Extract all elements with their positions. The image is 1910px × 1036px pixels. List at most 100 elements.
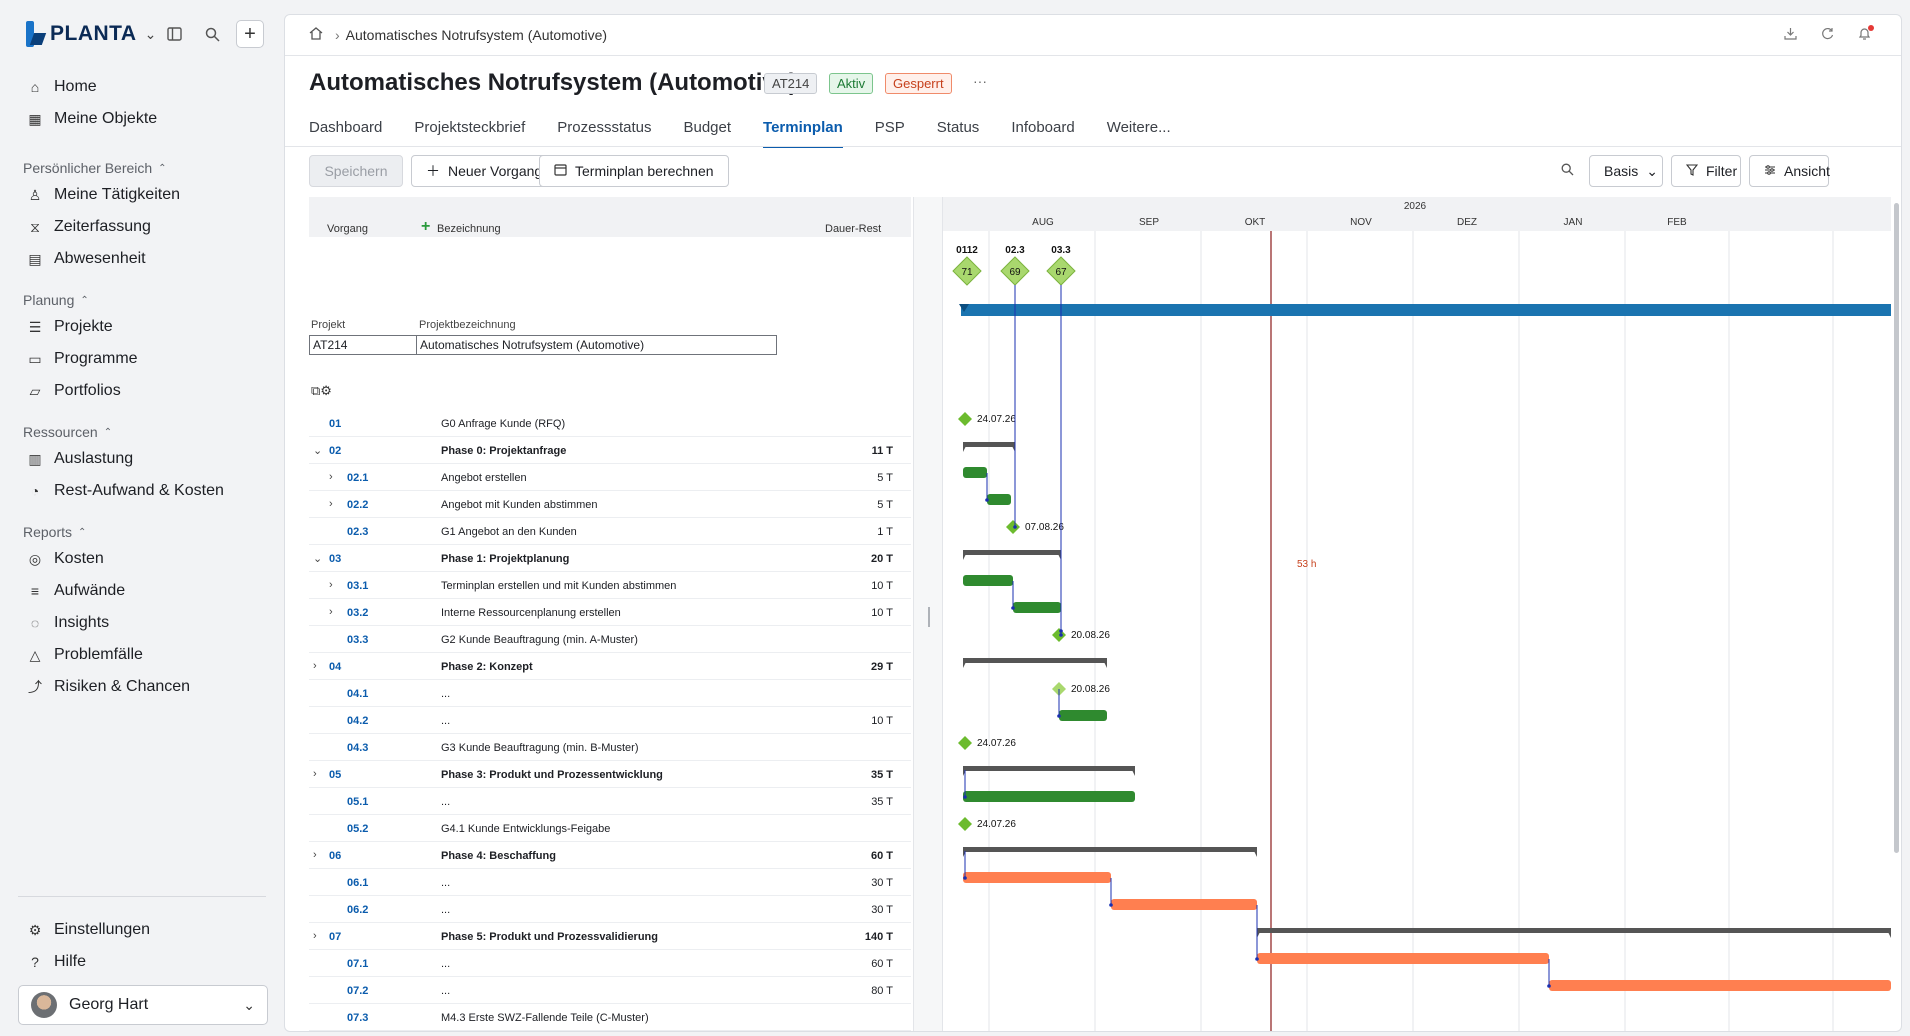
tab-budget[interactable]: Budget xyxy=(683,119,732,136)
chevron-right-icon[interactable]: › xyxy=(313,660,317,672)
save-button[interactable]: Speichern xyxy=(309,155,403,187)
task-code[interactable]: 07 xyxy=(329,931,342,943)
task-code[interactable]: 06.1 xyxy=(347,877,369,889)
table-row[interactable]: › 06 Phase 4: Beschaffung 60 T xyxy=(309,842,911,869)
sidebar-item-home[interactable]: ⌂ Home xyxy=(26,74,97,100)
task-name[interactable]: ... xyxy=(441,958,451,970)
gear-icon[interactable]: ⚙ xyxy=(320,383,332,398)
task-code[interactable]: 02.3 xyxy=(347,526,369,538)
project-row[interactable]: AT214 Automatisches Notrufsystem (Automo… xyxy=(309,335,777,355)
task-code[interactable]: 03 xyxy=(329,553,342,565)
table-row[interactable]: 01 G0 Anfrage Kunde (RFQ) xyxy=(309,410,911,437)
task-code[interactable]: 07.2 xyxy=(347,985,369,997)
sidebar-item-rest-aufwand-kosten[interactable]: ◔ Rest-Aufwand & Kosten xyxy=(26,478,224,504)
tab-projektsteckbrief[interactable]: Projektsteckbrief xyxy=(414,119,526,136)
task-code[interactable]: 04.3 xyxy=(347,742,369,754)
task-code[interactable]: 04.2 xyxy=(347,715,369,727)
sidebar-item-risiken-chancen[interactable]: ⤴ Risiken & Chancen xyxy=(26,674,190,700)
task-name[interactable]: ... xyxy=(441,985,451,997)
search-icon[interactable] xyxy=(1561,163,1574,179)
sidebar-item-insights[interactable]: ◌ Insights xyxy=(26,610,109,636)
tab-weitere-[interactable]: Weitere... xyxy=(1106,119,1171,136)
task-code[interactable]: 05.1 xyxy=(347,796,369,808)
sidebar-item-abwesenheit[interactable]: ▤ Abwesenheit xyxy=(26,246,145,272)
task-code[interactable]: 03.3 xyxy=(347,634,369,646)
tab-dashboard[interactable]: Dashboard xyxy=(309,119,383,136)
task-name[interactable]: ... xyxy=(441,715,451,727)
sidebar-item-projekte[interactable]: ☰ Projekte xyxy=(26,314,113,340)
sidebar-item-programme[interactable]: ▭ Programme xyxy=(26,346,137,372)
sidebar-item-meine-objekte[interactable]: ▦ Meine Objekte xyxy=(26,106,157,132)
task-name[interactable]: Terminplan erstellen und mit Kunden abst… xyxy=(441,580,677,592)
table-row[interactable]: 03.3 G2 Kunde Beauftragung (min. A-Muster… xyxy=(309,626,911,653)
tab-infoboard[interactable]: Infoboard xyxy=(1011,119,1075,136)
task-name[interactable]: Phase 2: Konzept xyxy=(441,661,533,673)
table-row[interactable]: 07.4G5 SWZ-Fallende Teile 100% validiert xyxy=(309,1031,911,1032)
task-name[interactable]: Angebot mit Kunden abstimmen xyxy=(441,499,598,511)
task-name[interactable]: ... xyxy=(441,796,451,808)
calculate-schedule-button[interactable]: Terminplan berechnen xyxy=(539,155,729,187)
task-code[interactable]: 02.2 xyxy=(347,499,369,511)
table-row[interactable]: 04.2... 10 T xyxy=(309,707,911,734)
sidebar-item-problemfälle[interactable]: △ Problemfälle xyxy=(26,642,143,668)
table-row[interactable]: › 02.1 Angebot erstellen 5 T xyxy=(309,464,911,491)
task-name[interactable]: ... xyxy=(441,877,451,889)
sidebar-item-zeiterfassung[interactable]: ⧖ Zeiterfassung xyxy=(26,214,151,240)
notification-bell-icon[interactable] xyxy=(1858,25,1874,44)
task-name[interactable]: G1 Angebot an den Kunden xyxy=(441,526,577,538)
new-task-button[interactable]: ＋ Neuer Vorgang xyxy=(411,155,558,187)
task-code[interactable]: 02.1 xyxy=(347,472,369,484)
task-name[interactable]: G3 Kunde Beauftragung (min. B-Muster) xyxy=(441,742,639,754)
sidebar-item-meine-tätigkeiten[interactable]: ♙ Meine Tätigkeiten xyxy=(26,182,180,208)
sidebar-section-header[interactable]: Ressourcen ⌃ xyxy=(23,424,112,440)
sidebar-item-hilfe[interactable]: ? Hilfe xyxy=(26,949,86,975)
table-row[interactable]: 04.3 G3 Kunde Beauftragung (min. B-Muster… xyxy=(309,734,911,761)
task-name[interactable]: Angebot erstellen xyxy=(441,472,527,484)
task-code[interactable]: 05 xyxy=(329,769,342,781)
table-row[interactable]: › 07 Phase 5: Produkt und Prozessvalidieru… xyxy=(309,923,911,950)
sidebar-section-header[interactable]: Planung ⌃ xyxy=(23,292,89,308)
view-button[interactable]: Ansicht xyxy=(1749,155,1830,187)
task-code[interactable]: 05.2 xyxy=(347,823,369,835)
task-name[interactable]: Phase 0: Projektanfrage xyxy=(441,445,567,457)
copy-icon[interactable]: ⧉ xyxy=(311,383,321,398)
table-row[interactable]: › 02.2 Angebot mit Kunden abstimmen 5 T xyxy=(309,491,911,518)
task-name[interactable]: G2 Kunde Beauftragung (min. A-Muster) xyxy=(441,634,638,646)
sidebar-item-aufwände[interactable]: ≡ Aufwände xyxy=(26,578,125,604)
add-row-icon[interactable]: + xyxy=(421,218,431,235)
chevron-right-icon[interactable]: › xyxy=(329,471,333,483)
task-name[interactable]: G0 Anfrage Kunde (RFQ) xyxy=(441,418,566,430)
task-code[interactable]: 07.1 xyxy=(347,958,369,970)
task-name[interactable]: Phase 3: Produkt und Prozessentwicklung xyxy=(441,769,663,781)
filter-button[interactable]: Filter xyxy=(1671,155,1741,187)
chevron-right-icon[interactable]: › xyxy=(313,849,317,861)
task-code[interactable]: 06.2 xyxy=(347,904,369,916)
download-icon[interactable] xyxy=(1784,27,1797,44)
table-row[interactable]: › 04 Phase 2: Konzept 29 T xyxy=(309,653,911,680)
tab-terminplan[interactable]: Terminplan xyxy=(763,119,843,148)
chevron-down-icon[interactable]: ⌄ xyxy=(313,445,323,457)
task-name[interactable]: G4.1 Kunde Entwicklungs-Feigabe xyxy=(441,823,611,835)
table-row[interactable]: › 05 Phase 3: Produkt und Prozessentwicklu… xyxy=(309,761,911,788)
sidebar-section-header[interactable]: Persönlicher Bereich ⌃ xyxy=(23,160,167,176)
task-code[interactable]: 07.3 xyxy=(347,1012,369,1024)
chevron-right-icon[interactable]: › xyxy=(329,498,333,510)
task-name[interactable]: ... xyxy=(441,904,451,916)
create-new-button[interactable]: + xyxy=(236,20,264,48)
user-menu[interactable]: Georg Hart ⌄ xyxy=(18,985,268,1025)
pane-splitter[interactable] xyxy=(913,197,943,1031)
task-name[interactable]: Phase 4: Beschaffung xyxy=(441,850,556,862)
chevron-right-icon[interactable]: › xyxy=(313,768,317,780)
table-row[interactable]: 07.1... 60 T xyxy=(309,950,911,977)
chevron-right-icon[interactable]: › xyxy=(329,579,333,591)
task-code[interactable]: 02 xyxy=(329,445,342,457)
more-options-button[interactable]: ··· xyxy=(973,73,987,89)
sidebar-section-header[interactable]: Reports ⌃ xyxy=(23,524,86,540)
task-name[interactable]: ... xyxy=(441,688,451,700)
task-name[interactable]: Phase 5: Produkt und Prozessvalidierung xyxy=(441,931,658,943)
task-code[interactable]: 06 xyxy=(329,850,342,862)
tab-psp[interactable]: PSP xyxy=(874,119,905,136)
table-row[interactable]: ⌄ 03 Phase 1: Projektplanung 20 T xyxy=(309,545,911,572)
table-row[interactable]: › 03.2 Interne Ressourcenplanung erstellen… xyxy=(309,599,911,626)
table-row[interactable]: › 03.1 Terminplan erstellen und mit Kunden… xyxy=(309,572,911,599)
